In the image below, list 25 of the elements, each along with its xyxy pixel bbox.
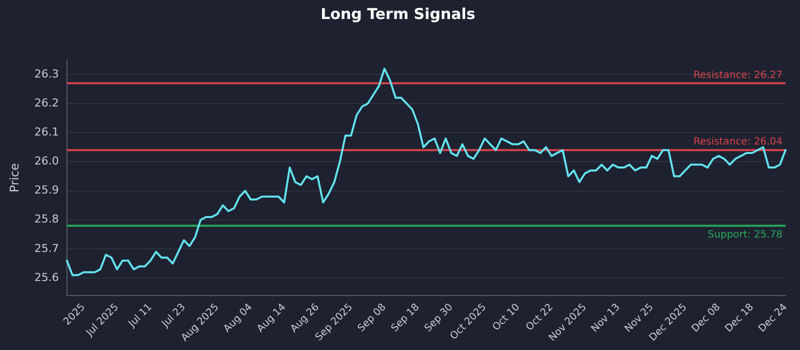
y-tick-label: 25.9 <box>34 184 59 197</box>
x-tick-label: Aug 14 <box>255 302 288 335</box>
x-tick-label: Dec 24 <box>756 302 790 335</box>
ref-line-label: Resistance: 26.27 <box>693 70 783 81</box>
x-tick-label: Jul 23 <box>160 302 188 330</box>
ref-line-label: Support: 25.78 <box>708 229 783 240</box>
x-tick-label: Oct 10 <box>490 302 522 334</box>
ref-line-label: Resistance: 26.04 <box>693 136 783 148</box>
y-axis-title: Price <box>7 163 22 192</box>
y-tick-label: 26.1 <box>34 126 59 139</box>
x-tick-label: Aug 04 <box>222 302 255 335</box>
x-tick-label: Jul 11 <box>126 302 154 330</box>
y-tick-label: 25.7 <box>34 242 59 255</box>
x-tick-label: Dec 08 <box>690 302 723 335</box>
chart-title: Long Term Signals <box>320 4 476 23</box>
y-tick-label: 26.0 <box>34 154 59 168</box>
y-tick-label: 26.3 <box>34 67 59 80</box>
x-tick-label: Nov 13 <box>590 302 622 335</box>
x-tick-label: Sep 08 <box>356 302 388 334</box>
x-tick-label: Dec 18 <box>723 302 756 335</box>
y-tick-label: 26.2 <box>34 96 59 110</box>
y-tick-label: 25.8 <box>34 212 59 226</box>
y-tick-label: 25.6 <box>34 270 59 284</box>
x-tick-label: Oct 22 <box>524 302 556 334</box>
x-tick-label: Sep 18 <box>389 302 422 334</box>
